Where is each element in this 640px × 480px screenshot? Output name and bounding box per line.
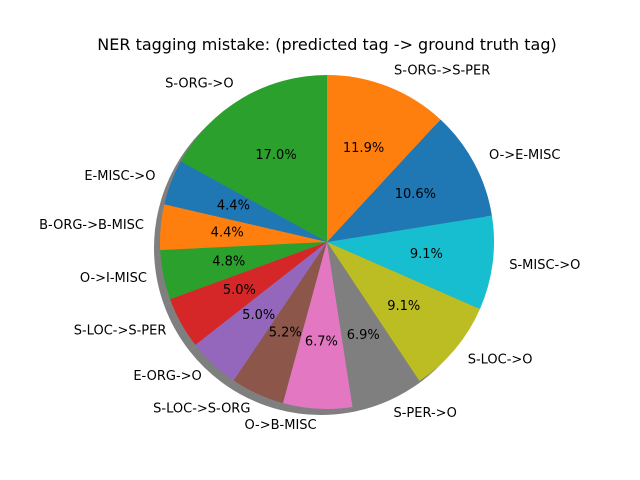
slice-label-e-org-o: E-ORG->O — [133, 369, 201, 384]
pie-labels: S-ORG->O E-MISC->O B-ORG->B-MISC O->I-MISC S… — [39, 63, 580, 432]
slice-percent-s-org-o: 17.0% — [255, 148, 296, 163]
slice-label-s-loc-s-org: S-LOC->S-ORG — [153, 401, 250, 416]
slice-s-per-o — [327, 242, 420, 408]
slice-s-loc-s-org — [233, 242, 327, 404]
slice-percent-e-org-o: 5.0% — [242, 308, 275, 323]
slice-s-org-s-per — [327, 75, 441, 242]
slice-percent-e-misc-o: 4.4% — [217, 199, 250, 214]
slice-label-s-loc-s-per: S-LOC->S-PER — [74, 324, 167, 339]
pie-percent-labels: 17.0% 4.4% 4.4% 4.8% 5.0% 5.0% 5.2%6.7% 6.9% 9.1… — [211, 141, 443, 349]
slice-s-loc-s-per — [170, 242, 327, 345]
slice-e-org-o — [195, 242, 327, 381]
slice-o-i-misc — [160, 242, 327, 300]
slice-label-s-org-s-per: S-ORG->S-PER — [394, 63, 490, 78]
slice-e-misc-o — [164, 161, 327, 242]
slice-percent-s-misc-o: 9.1% — [410, 247, 443, 262]
slice-o-e-misc — [327, 119, 492, 242]
slice-percent-s-loc-o: 9.1% — [387, 299, 420, 314]
slice-percent-b-org-b-misc: 4.4% — [211, 226, 244, 241]
slice-label-s-org-o: S-ORG->O — [165, 76, 233, 91]
slice-label-s-per-o: S-PER->O — [393, 406, 456, 421]
slice-b-org-b-misc — [160, 204, 327, 251]
slice-s-misc-o — [327, 215, 495, 309]
slice-label-o-i-misc: O->I-MISC — [80, 271, 147, 286]
slice-label-o-e-misc: O->E-MISC — [489, 148, 560, 163]
slice-percent-o-e-misc: 10.6% — [395, 187, 436, 202]
slice-o-b-misc — [282, 242, 353, 409]
slice-label-s-loc-o: S-LOC->O — [468, 353, 533, 368]
slice-percent-s-loc-s-org: 5.2% — [269, 326, 302, 341]
slice-s-org-o — [180, 75, 327, 242]
slice-percent-o-b-misc: 6.7% — [305, 335, 338, 350]
chart-title: NER tagging mistake: (predicted tag -> g… — [97, 35, 556, 54]
slice-percent-o-i-misc: 4.8% — [212, 254, 245, 269]
slice-label-s-misc-o: S-MISC->O — [509, 258, 580, 273]
slice-label-b-org-b-misc: B-ORG->B-MISC — [39, 218, 144, 233]
slice-label-o-b-misc: O->B-MISC — [244, 418, 316, 433]
slice-percent-s-per-o: 6.9% — [347, 328, 380, 343]
slice-percent-s-loc-s-per: 5.0% — [223, 283, 256, 298]
slice-s-loc-o — [327, 242, 480, 382]
slice-label-e-misc-o: E-MISC->O — [84, 169, 155, 184]
pie-slices — [160, 75, 495, 409]
slice-percent-s-org-s-per: 11.9% — [343, 141, 384, 156]
